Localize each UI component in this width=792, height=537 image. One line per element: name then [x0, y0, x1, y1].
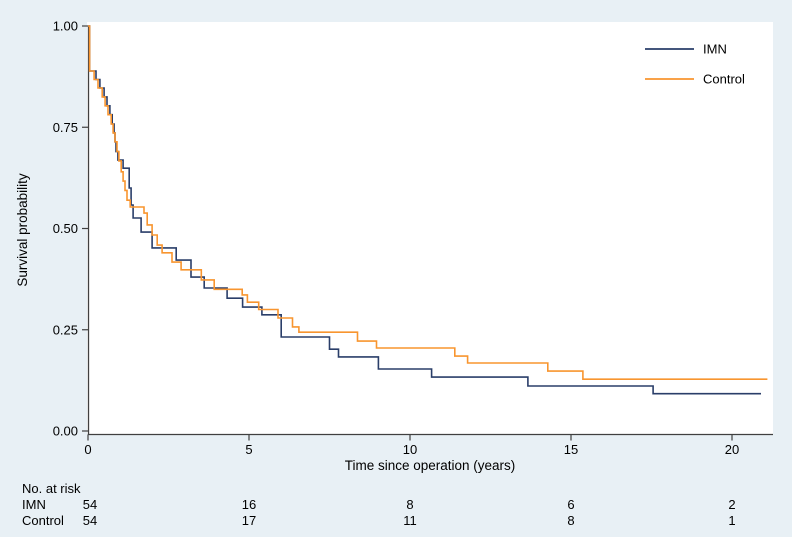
y-tick-label: 1.00 [53, 19, 78, 34]
y-tick-label: 0.00 [53, 424, 78, 439]
plot-area [87, 22, 773, 434]
risk-row-label: IMN [22, 497, 46, 512]
x-tick-label: 20 [725, 442, 739, 457]
imn-legend-label: IMN [703, 42, 727, 57]
x-tick-label: 10 [403, 442, 417, 457]
risk-row-control: Control 54 17 11 8 1 [22, 513, 736, 528]
risk-table: No. at risk IMN 54 16 8 6 2 Control 54 1… [22, 481, 736, 528]
risk-value: 11 [403, 513, 417, 528]
risk-value: 8 [567, 513, 574, 528]
risk-value: 8 [406, 497, 413, 512]
risk-value: 54 [83, 497, 97, 512]
x-tick-label: 15 [564, 442, 578, 457]
x-axis-labels: 0 5 10 15 20 [84, 442, 739, 457]
risk-value: 2 [728, 497, 735, 512]
risk-value: 54 [83, 513, 97, 528]
y-tick-label: 0.25 [53, 322, 78, 337]
risk-value: 16 [242, 497, 256, 512]
y-tick-label: 0.50 [53, 221, 78, 236]
control-survival-curve [88, 25, 768, 380]
y-tick-label: 0.75 [53, 120, 78, 135]
x-axis-ticks [87, 434, 733, 441]
legend: IMN Control [645, 42, 745, 87]
x-axis-title: Time since operation (years) [345, 458, 516, 473]
risk-value: 1 [728, 513, 735, 528]
risk-row-imn: IMN 54 16 8 6 2 [22, 497, 736, 512]
y-axis-labels: 0.00 0.25 0.50 0.75 1.00 [53, 19, 78, 439]
risk-value: 17 [242, 513, 256, 528]
control-legend-label: Control [703, 72, 745, 87]
y-axis-title: Survival probability [15, 173, 30, 287]
risk-table-title: No. at risk [22, 481, 81, 496]
risk-value: 6 [567, 497, 574, 512]
x-tick-label: 5 [245, 442, 252, 457]
x-tick-label: 0 [84, 442, 91, 457]
risk-row-label: Control [22, 513, 64, 528]
y-axis-ticks [82, 25, 88, 432]
